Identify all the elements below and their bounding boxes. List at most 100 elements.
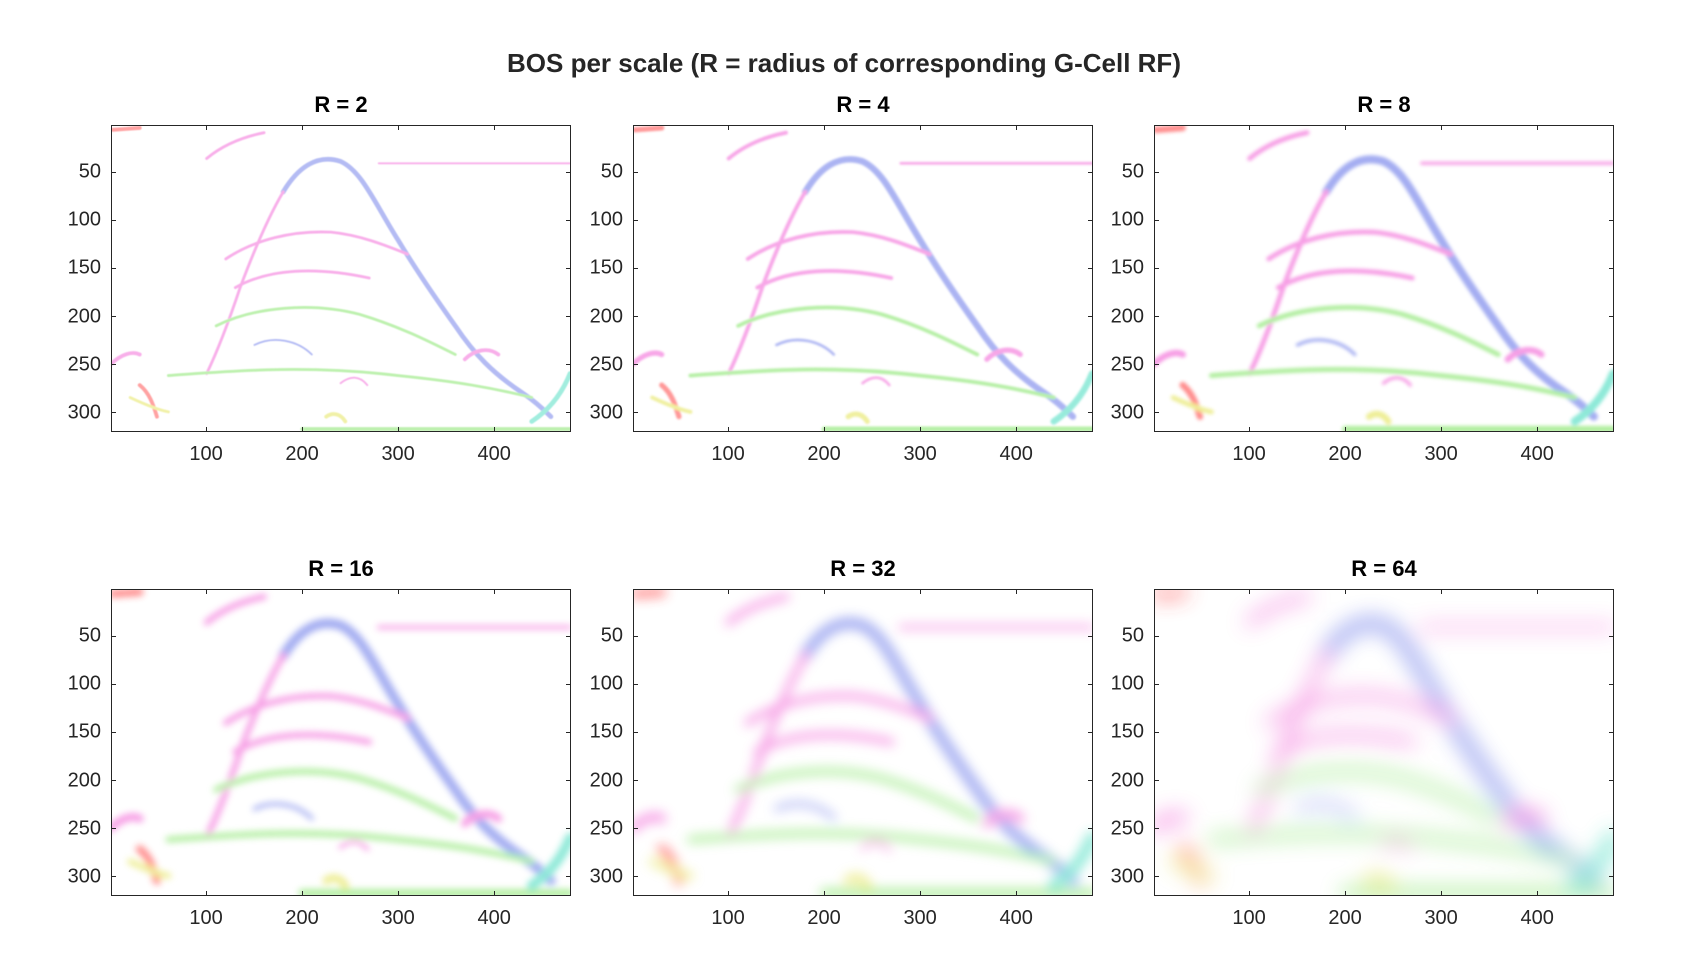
bos-stroke-magenta <box>1264 691 1455 727</box>
x-tick-mark <box>823 427 825 432</box>
x-tick-mark <box>1536 427 1538 432</box>
bos-stroke-yellow <box>1170 395 1214 415</box>
x-tick-mark <box>727 125 729 130</box>
x-tick-mark <box>1248 589 1250 594</box>
x-tick-label: 300 <box>381 443 415 465</box>
y-tick-mark <box>633 316 638 317</box>
y-tick-mark <box>1154 364 1159 366</box>
x-tick-mark <box>493 589 495 594</box>
y-tick-label: 250 <box>1110 353 1144 376</box>
x-tick-mark <box>1248 125 1250 130</box>
y-tick-mark <box>1609 780 1614 781</box>
bos-stroke-magenta <box>753 731 895 756</box>
x-tick-mark <box>397 891 399 896</box>
bos-stroke-magenta <box>984 347 1023 362</box>
bos-stroke-cyan <box>1048 831 1092 892</box>
y-tick-mark <box>1088 828 1093 830</box>
y-tick-mark <box>633 412 638 414</box>
bos-stroke-magenta <box>982 809 1025 828</box>
bos-stroke-cyan <box>529 371 570 424</box>
y-tick-label: 100 <box>67 208 101 231</box>
subplot-6: R = 64 100 200 300 400 50 100 150 200 250 300 <box>1111 556 1614 929</box>
y-tick-label: 50 <box>78 624 101 647</box>
heatmap-area <box>111 125 571 432</box>
y-tick-label: 150 <box>67 720 101 743</box>
y-tick-mark <box>566 364 571 366</box>
bos-stroke-magenta <box>634 812 667 833</box>
y-tick-mark <box>566 876 571 878</box>
x-tick-mark <box>205 891 207 896</box>
bos-stroke-magenta <box>1380 839 1413 852</box>
y-tick-mark <box>566 683 571 685</box>
y-tick-mark <box>1154 171 1159 173</box>
x-tick-label: 400 <box>477 907 511 929</box>
y-tick-mark <box>633 635 638 637</box>
x-tick-mark <box>1536 891 1538 896</box>
x-tick-mark <box>919 891 921 896</box>
y-tick-label: 300 <box>589 865 623 888</box>
y-tick-mark <box>633 219 638 221</box>
bos-stroke-red <box>1179 381 1204 420</box>
bos-stroke-magenta <box>755 268 894 290</box>
x-tick-mark <box>397 589 399 594</box>
y-tick-mark <box>1154 412 1159 414</box>
y-tick-mark <box>633 828 638 830</box>
bos-stroke-red <box>135 845 161 885</box>
y-tick-label: 200 <box>589 769 623 791</box>
bos-stroke-blue <box>253 339 313 356</box>
bos-stroke-red <box>634 590 667 599</box>
bos-stroke-green <box>736 305 980 357</box>
subplot-title: R = 64 <box>1351 556 1417 581</box>
y-tick-label: 150 <box>1110 256 1144 279</box>
bos-stroke-magenta <box>634 350 665 367</box>
y-tick-mark <box>1088 780 1093 781</box>
x-tick-mark <box>727 427 729 432</box>
x-tick-mark <box>205 125 207 130</box>
bos-stroke-blue <box>280 157 554 420</box>
y-tick-label: 150 <box>589 256 623 279</box>
heatmap-area <box>1154 589 1614 896</box>
y-tick-label: 150 <box>589 720 623 743</box>
bos-stroke-red <box>112 126 142 132</box>
bos-stroke-blue <box>1294 801 1358 822</box>
heatmap-area <box>633 125 1093 432</box>
y-tick-mark <box>111 267 116 269</box>
bos-image <box>1155 590 1613 895</box>
y-tick-mark <box>1154 635 1159 637</box>
x-tick-mark <box>493 891 495 896</box>
y-tick-label: 200 <box>67 305 101 327</box>
subplot-title: R = 16 <box>308 556 374 581</box>
bos-stroke-yellow <box>128 396 170 414</box>
bos-stroke-green <box>166 368 534 399</box>
x-tick-mark <box>1015 891 1017 896</box>
bos-stroke-red <box>1177 843 1206 886</box>
figure-title: BOS per scale (R = radius of correspondi… <box>507 48 1181 78</box>
bos-stroke-red <box>1155 126 1186 134</box>
y-tick-label: 250 <box>1110 817 1144 840</box>
y-tick-mark <box>1609 364 1614 366</box>
y-tick-label: 200 <box>589 305 623 327</box>
y-tick-mark <box>111 364 116 366</box>
bos-stroke-magenta <box>1274 730 1417 756</box>
bos-stroke-magenta <box>725 593 790 626</box>
bos-stroke-yellow <box>650 395 693 414</box>
bos-stroke-green <box>1255 767 1503 823</box>
x-tick-mark <box>919 589 921 594</box>
bos-stroke-yellow <box>1365 410 1392 425</box>
y-tick-label: 200 <box>1110 305 1144 327</box>
bos-stroke-magenta <box>112 813 144 832</box>
y-tick-label: 100 <box>589 208 623 231</box>
y-tick-mark <box>1154 316 1159 317</box>
bos-image <box>634 126 1092 431</box>
bos-stroke-yellow <box>322 874 350 890</box>
bos-stroke-cyan <box>1050 370 1092 425</box>
subplot-3: R = 8 100 200 300 400 50 100 150 200 250 300 <box>1111 92 1614 465</box>
x-tick-mark <box>397 125 399 130</box>
y-tick-mark <box>1609 267 1614 269</box>
y-tick-mark <box>1154 219 1159 221</box>
x-tick-mark <box>919 427 921 432</box>
bos-stroke-magenta <box>112 351 142 366</box>
x-tick-mark <box>493 125 495 130</box>
x-tick-mark <box>301 891 303 896</box>
subplot-title: R = 8 <box>1357 92 1411 117</box>
